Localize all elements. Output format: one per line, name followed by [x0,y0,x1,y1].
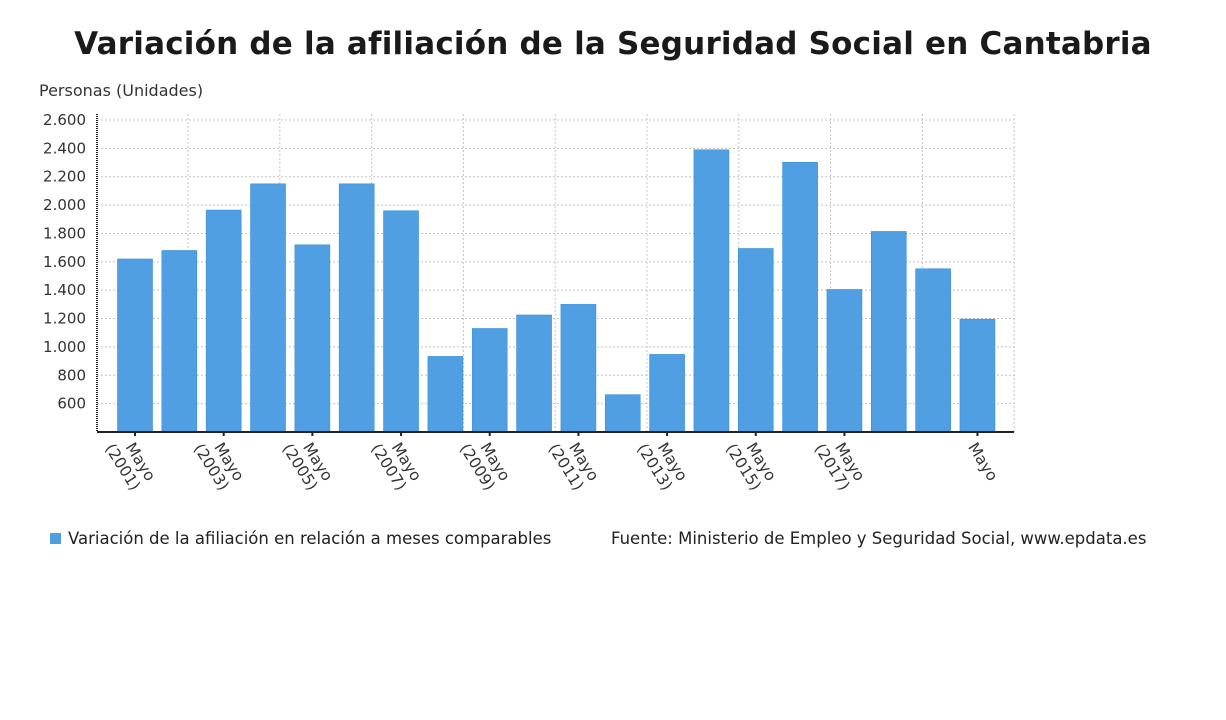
x-tick-label: Mayo(2017) [811,431,869,494]
y-tick-label: 2.000 [43,196,86,214]
bar-2007 [383,210,419,433]
x-tick-label: Mayo(2001) [101,431,159,494]
y-tick-label: 1.200 [43,310,86,328]
x-tick-label: Mayo(2005) [279,431,337,494]
bar-2014 [693,149,730,433]
y-tick-label: 1.000 [43,338,86,356]
x-tick-label: Mayo(2011) [545,431,603,494]
y-tick-label: 2.200 [43,168,86,186]
bar-2009 [471,328,508,433]
bar-2005 [294,244,331,433]
bar-2008 [427,356,464,433]
bar-2018 [870,231,907,433]
bar-2004 [250,183,286,433]
legend-swatch [50,533,61,544]
bar-2012 [604,394,641,433]
x-tick-label: Mayo(2015) [722,431,780,494]
source-note: Fuente: Ministerio de Empleo y Seguridad… [611,529,1147,548]
y-tick-label: 600 [57,395,86,413]
y-tick-label: 1.400 [43,281,86,299]
bar-2011 [560,304,597,433]
y-tick-label: 800 [57,366,86,384]
y-axis-label: Personas (Unidades) [39,81,204,100]
bar-2001 [117,258,153,433]
chart-title: Variación de la afiliación de la Segurid… [74,26,1152,62]
x-tick-label: Mayo(2007) [367,431,425,494]
bar-2002 [161,250,198,433]
y-tick-label: 1.800 [43,224,86,242]
legend: Variación de la afiliación en relación a… [50,529,551,548]
y-tick-label: 2.400 [43,139,86,157]
bar-2006 [338,183,375,433]
x-tick-label: Mayo(2013) [633,431,691,494]
bar-2015 [737,248,774,433]
bar-2016 [782,161,818,433]
x-tick-label: Mayo(2003) [190,431,248,494]
bar-2020 [959,318,996,433]
bar-2017 [826,289,863,433]
x-tick-label: Mayo [964,440,1001,485]
x-tick-label: Mayo(2009) [456,431,514,494]
bar-2003 [205,209,242,433]
bar-2019 [915,268,951,433]
bar-2013 [649,354,685,433]
y-tick-label: 2.600 [43,111,86,129]
legend-label: Variación de la afiliación en relación a… [68,529,552,548]
y-tick-label: 1.600 [43,253,86,271]
bar-2010 [516,314,552,433]
